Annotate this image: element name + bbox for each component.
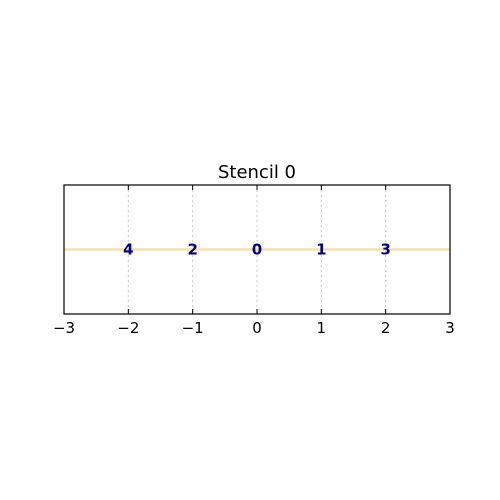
x-tick-label: −2 xyxy=(117,319,139,337)
x-tick-label: 2 xyxy=(381,319,391,337)
x-tick-label: −1 xyxy=(182,319,204,337)
point-label-0: 0 xyxy=(252,241,262,259)
point-label-3: 3 xyxy=(380,241,390,259)
plot-area: −3 −2 −1 0 1 2 3 4 2 0 1 3 xyxy=(53,184,455,337)
x-tick-label: 0 xyxy=(252,319,262,337)
chart-title: Stencil 0 xyxy=(218,162,296,183)
point-label-1: 1 xyxy=(316,241,326,259)
x-tick-label: −3 xyxy=(53,319,75,337)
point-label-4: 4 xyxy=(123,241,133,259)
point-label-2: 2 xyxy=(187,241,197,259)
x-tick-label: 3 xyxy=(445,319,455,337)
x-tick-label: 1 xyxy=(317,319,327,337)
